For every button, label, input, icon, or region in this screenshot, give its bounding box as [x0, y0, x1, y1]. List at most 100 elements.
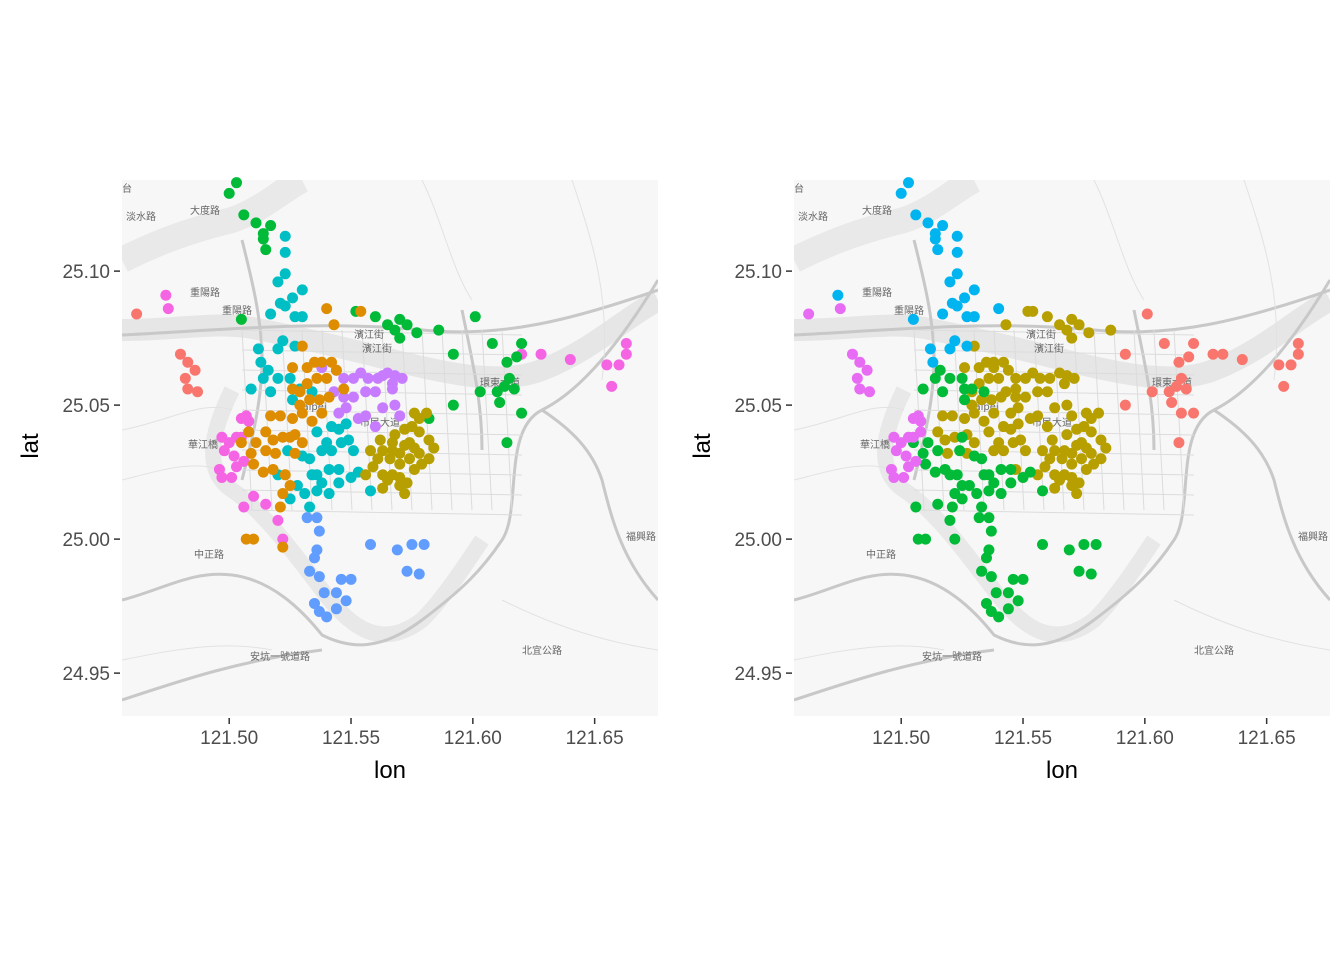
point	[1095, 453, 1107, 465]
x-axis-title-left: lon	[374, 757, 406, 784]
point	[1044, 372, 1056, 384]
point	[267, 463, 279, 475]
map-label: Taipei	[297, 402, 327, 413]
point	[279, 469, 291, 481]
point	[306, 469, 318, 481]
point	[308, 552, 320, 564]
y-axis-right: lat 24.95 25.00 25.05 25.10	[689, 262, 792, 685]
point	[1027, 305, 1039, 317]
point	[988, 407, 1000, 419]
point	[413, 568, 425, 580]
point	[1166, 396, 1178, 408]
point	[944, 276, 956, 288]
point	[895, 187, 907, 199]
point	[301, 378, 313, 390]
point	[939, 434, 951, 446]
point	[949, 533, 961, 545]
point	[1066, 458, 1078, 470]
point	[976, 453, 988, 465]
points-right	[803, 177, 1304, 623]
point	[1037, 445, 1049, 457]
point	[606, 380, 618, 392]
point	[250, 217, 262, 229]
point	[1073, 565, 1085, 577]
point	[367, 461, 379, 473]
point	[345, 573, 357, 585]
point	[932, 244, 944, 256]
point	[968, 437, 980, 449]
point	[1188, 337, 1200, 349]
map-label: 大度路	[862, 204, 892, 217]
point	[238, 501, 250, 513]
point	[1061, 324, 1073, 336]
point	[235, 413, 247, 425]
map-label: 華江橋	[188, 438, 218, 451]
point	[1278, 380, 1290, 392]
point	[1236, 354, 1248, 366]
point	[1119, 399, 1131, 411]
point	[929, 466, 941, 478]
point	[937, 220, 949, 232]
panel-left: 大度路淡水路重陽路重陽路濱江街濱江街Taipei環東大道華江橋市民大道中正路安坑…	[17, 177, 658, 784]
point	[423, 453, 435, 465]
x-tick-label: 121.60	[1116, 728, 1174, 749]
point	[372, 453, 384, 465]
point	[920, 458, 932, 470]
point	[313, 394, 325, 406]
point	[1173, 356, 1185, 368]
point	[384, 453, 396, 465]
point	[330, 603, 342, 615]
point	[428, 442, 440, 454]
point	[323, 391, 335, 403]
point	[238, 455, 250, 467]
point	[907, 413, 919, 425]
point	[386, 383, 398, 395]
point	[1041, 311, 1053, 323]
point	[260, 244, 272, 256]
y-tick-label: 25.05	[734, 396, 782, 417]
point	[330, 364, 342, 376]
point	[235, 437, 247, 449]
point	[338, 391, 350, 403]
point	[995, 488, 1007, 500]
point	[1071, 488, 1083, 500]
point	[238, 209, 250, 221]
point	[377, 402, 389, 414]
point	[1188, 407, 1200, 419]
point	[1075, 453, 1087, 465]
point	[316, 445, 328, 457]
point	[257, 228, 269, 240]
point	[951, 246, 963, 258]
point	[929, 228, 941, 240]
point	[1012, 595, 1024, 607]
point	[985, 571, 997, 583]
point	[1054, 474, 1066, 486]
point	[403, 453, 415, 465]
point	[954, 445, 966, 457]
point	[924, 343, 936, 355]
point	[1000, 386, 1012, 398]
point	[333, 407, 345, 419]
point	[503, 372, 515, 384]
point	[1061, 399, 1073, 411]
point	[265, 220, 277, 232]
point	[365, 485, 377, 497]
point	[910, 501, 922, 513]
point	[516, 337, 528, 349]
point	[917, 447, 929, 459]
point	[900, 450, 912, 462]
point	[1119, 348, 1131, 360]
point	[998, 356, 1010, 368]
point	[447, 348, 459, 360]
point	[423, 434, 435, 446]
point	[401, 565, 413, 577]
map-label: 重陽路	[862, 286, 892, 299]
point	[1175, 372, 1187, 384]
point	[299, 488, 311, 500]
map-label: 福興路	[1298, 530, 1328, 543]
point	[1080, 407, 1092, 419]
point	[985, 525, 997, 537]
point	[1217, 348, 1229, 360]
point	[1063, 544, 1075, 556]
point	[231, 177, 243, 189]
